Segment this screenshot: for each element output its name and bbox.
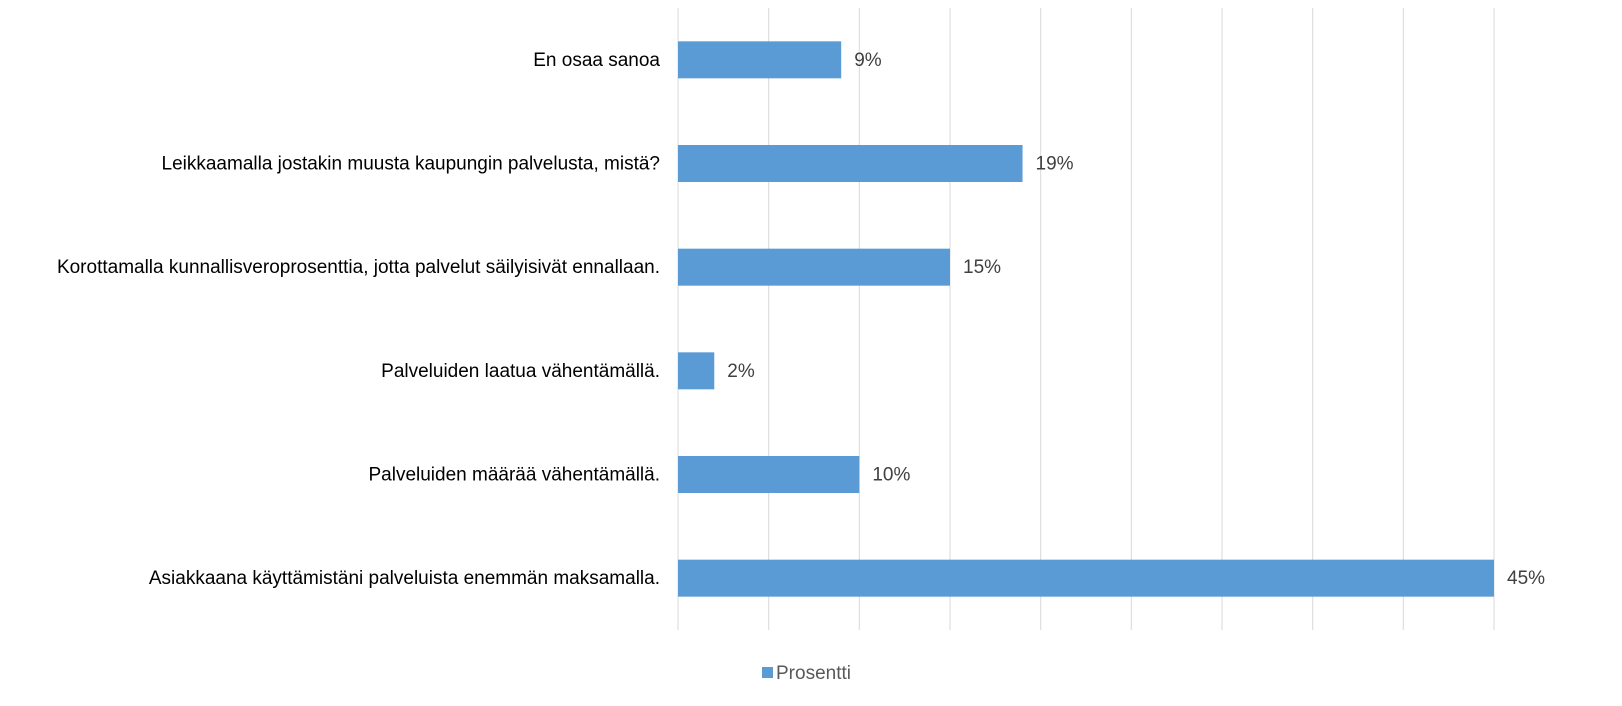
y-tick-label: Korottamalla kunnallisveroprosenttia, jo… [57, 257, 660, 278]
bar [678, 456, 860, 493]
y-tick-label: Asiakkaana käyttämistäni palveluista ene… [149, 568, 660, 589]
data-label: 10% [872, 465, 910, 486]
y-tick-label: Leikkaamalla jostakin muusta kaupungin p… [162, 154, 661, 175]
bar [678, 145, 1023, 182]
bar [678, 352, 715, 390]
data-label: 45% [1507, 568, 1545, 589]
data-label: 9% [854, 50, 882, 71]
bar [678, 248, 950, 286]
y-tick-label: Palveluiden määrää vähentämällä. [368, 465, 660, 486]
bar [678, 559, 1494, 597]
y-tick-label: En osaa sanoa [533, 50, 660, 71]
legend-label: Prosentti [776, 663, 851, 684]
bar [678, 41, 842, 79]
legend-swatch [762, 667, 773, 678]
data-label: 2% [727, 361, 755, 382]
data-label: 19% [1036, 154, 1074, 175]
y-tick-label: Palveluiden laatua vähentämällä. [381, 361, 660, 382]
data-label: 15% [963, 257, 1001, 278]
